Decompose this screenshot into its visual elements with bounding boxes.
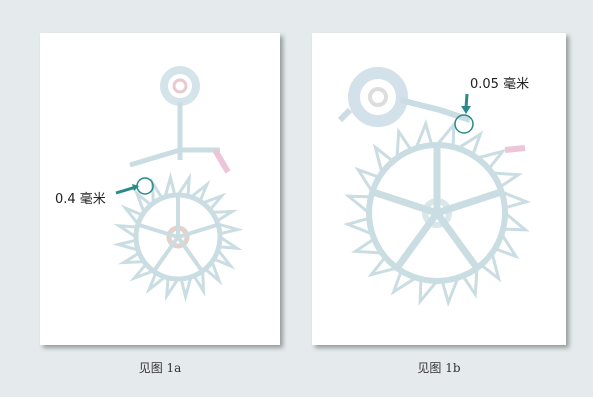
- caption: 见图 1a: [139, 361, 182, 375]
- annotation-label: 0.4 毫米: [55, 191, 106, 207]
- image-card: [40, 33, 280, 345]
- annotation-label: 0.05 毫米: [470, 76, 529, 92]
- figure-panel: 0.4 毫米 0.05 毫米 见图 1a 见图 1b: [0, 0, 593, 397]
- page: 0.4 毫米 0.05 毫米 见图 1a 见图 1b (() => { cons…: [0, 0, 593, 397]
- caption: 见图 1b: [417, 361, 460, 375]
- arrow: [466, 94, 467, 108]
- pallet: [505, 148, 525, 150]
